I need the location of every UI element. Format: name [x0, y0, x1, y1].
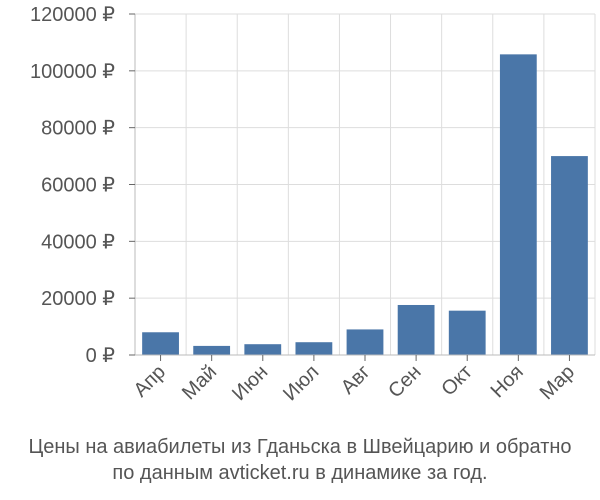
bar-2 [193, 345, 231, 355]
x-tick-label: Май [178, 361, 221, 404]
bar-9 [551, 156, 588, 355]
y-tick-label: 20000 ₽ [41, 288, 115, 310]
y-axis-ticks: 0 ₽ 20000 ₽ 40000 ₽ 60000 ₽ 80000 ₽ 100000 ₽ 1… [30, 4, 135, 367]
chart-caption-line-2: по данным avticket.ru в динамике за год. [112, 462, 488, 484]
x-tick-label: Ноя [487, 361, 528, 402]
bars-group [142, 54, 588, 356]
chart-caption-line-1: Цены на авиабилеты из Гданьска в Швейцар… [28, 436, 572, 458]
bar-5 [346, 329, 384, 355]
price-bar-chart: 0 ₽ 20000 ₽ 40000 ₽ 60000 ₽ 80000 ₽ 100000 ₽ 1… [30, 4, 596, 405]
y-tick-label: 80000 ₽ [41, 118, 115, 140]
grid-lines [135, 13, 596, 356]
x-tick-label: Мар [536, 361, 579, 404]
y-tick-label: 60000 ₽ [41, 175, 115, 197]
y-tick-label: 0 ₽ [86, 345, 116, 367]
bar-8 [499, 54, 537, 356]
x-tick-label: Окт [437, 361, 476, 400]
y-tick-label: 100000 ₽ [30, 61, 115, 83]
x-tick-label: Сен [384, 361, 425, 402]
x-tick-label: Июл [279, 361, 323, 405]
bar-7 [448, 310, 486, 355]
x-tick-label: Июн [228, 361, 272, 405]
x-axis-ticks: Апр Май Июн Июл Авг Сен Окт Ноя Мар [130, 355, 579, 405]
bar-6 [397, 304, 435, 355]
bar-3 [244, 344, 282, 355]
bar-4 [295, 342, 333, 355]
y-tick-label: 40000 ₽ [41, 231, 115, 253]
bar-1 [142, 332, 179, 355]
y-tick-label: 120000 ₽ [30, 4, 115, 26]
x-tick-label: Апр [130, 361, 171, 402]
x-tick-label: Авг [337, 361, 375, 399]
